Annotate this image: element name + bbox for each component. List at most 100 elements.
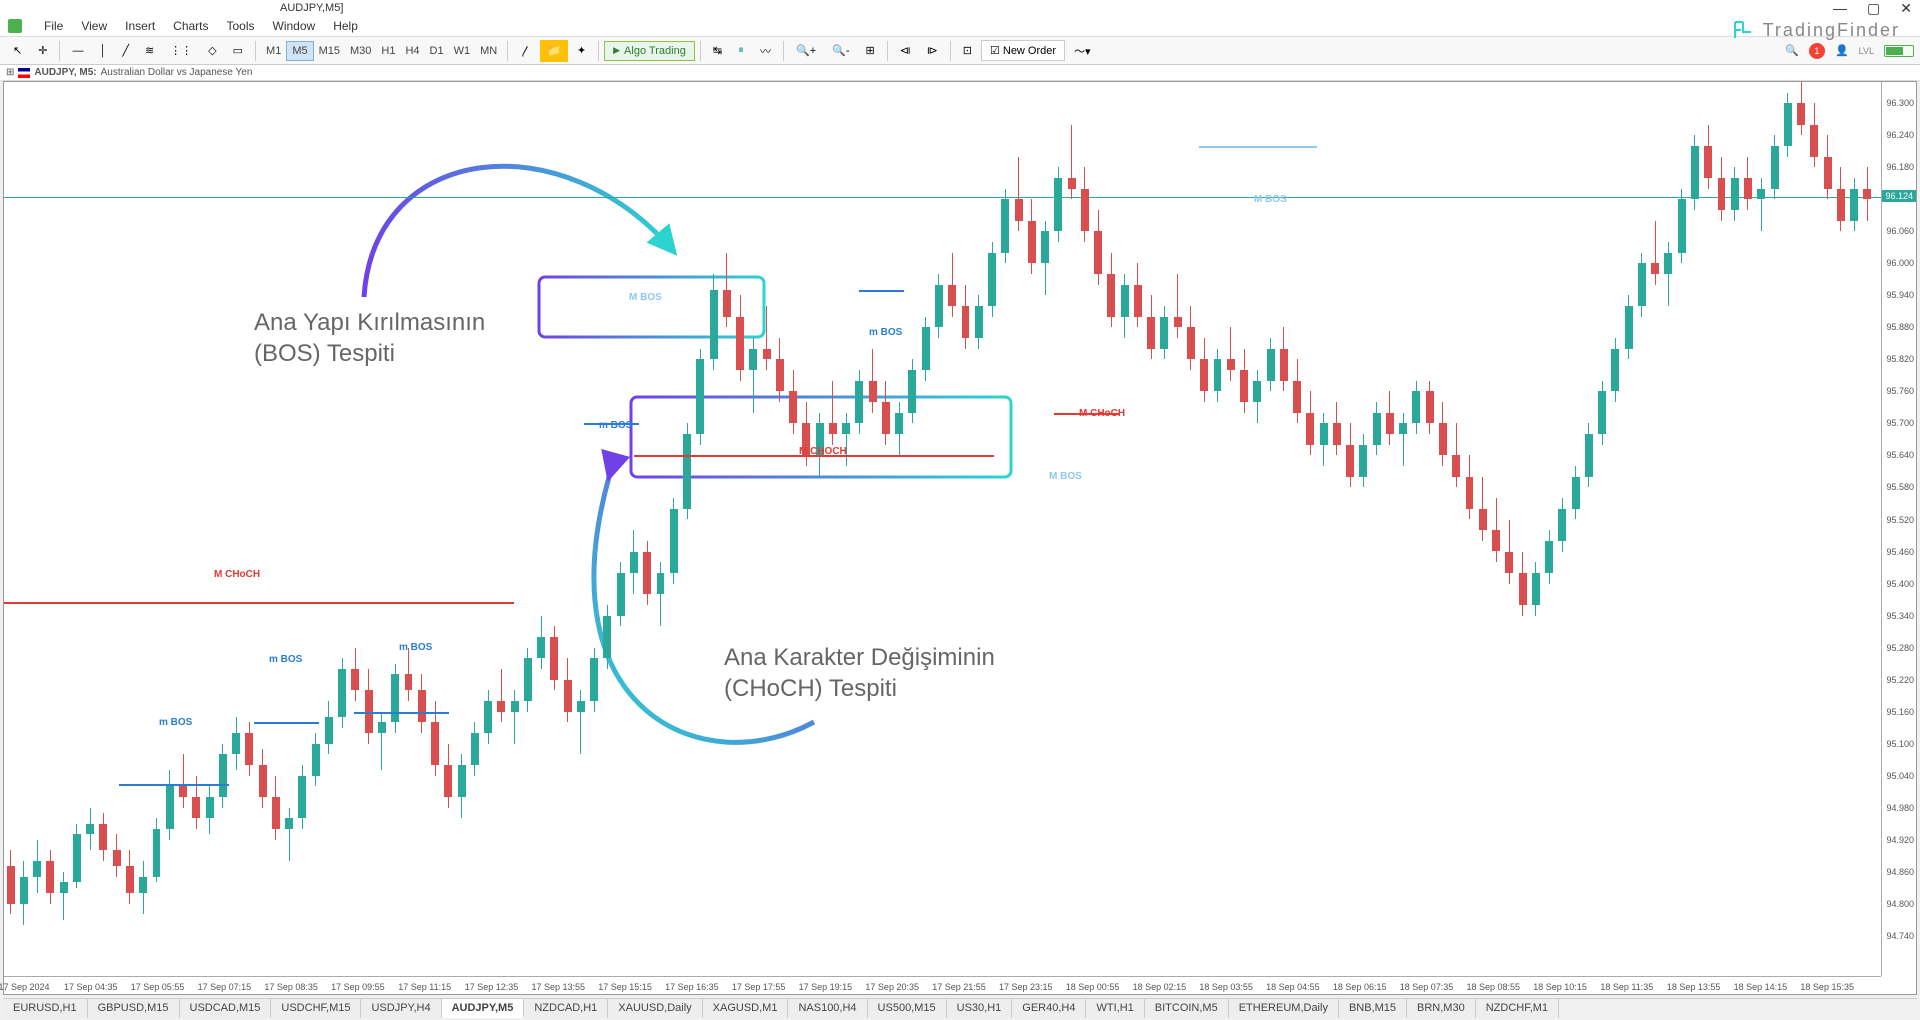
timeframe-M30[interactable]: M30 [345, 42, 376, 60]
shapes-tool-icon[interactable]: ◇ [201, 40, 223, 62]
menu-help[interactable]: Help [333, 19, 358, 33]
structure-label: m BOS [869, 327, 902, 338]
app-logo-icon [8, 19, 22, 33]
chart-type-icon[interactable]: 〳 [513, 40, 538, 62]
tab-NZDCAD-H1[interactable]: NZDCAD,H1 [524, 999, 608, 1018]
tab-EURUSD-H1[interactable]: EURUSD,H1 [3, 999, 88, 1018]
tile-icon[interactable]: ⊞ [859, 40, 882, 62]
new-order-button[interactable]: ☑ New Order [981, 40, 1065, 61]
timeframe-M15[interactable]: M15 [314, 42, 345, 60]
fib-tool-icon[interactable]: ⋮⋮ [163, 40, 199, 62]
algo-trading-button[interactable]: Algo Trading [604, 41, 695, 61]
channel-tool-icon[interactable]: ≋ [138, 40, 161, 62]
annotation-text: Ana Karakter Değişiminin(CHoCH) Tespiti [724, 642, 995, 704]
structure-label: M CHOCH [799, 446, 847, 457]
x-axis: 17 Sep 202417 Sep 04:3517 Sep 05:5517 Se… [4, 976, 1881, 994]
tab-BITCOIN-M5[interactable]: BITCOIN,M5 [1145, 999, 1229, 1018]
tab-XAUUSD-Daily[interactable]: XAUUSD,Daily [608, 999, 702, 1018]
menu-view[interactable]: View [81, 19, 107, 33]
tab-US30-H1[interactable]: US30,H1 [947, 999, 1013, 1018]
menu-bar: File View Insert Charts Tools Window Hel… [0, 15, 1920, 37]
menu-tools[interactable]: Tools [227, 19, 255, 33]
chart-grid-icon[interactable]: ⊞ [6, 67, 14, 78]
cursor-tool-icon[interactable]: ↖ [6, 40, 29, 62]
menu-file[interactable]: File [44, 19, 63, 33]
structure-label: m BOS [159, 717, 192, 728]
current-price-tag: 96.124 [1882, 190, 1916, 202]
tab-BRN-M30[interactable]: BRN,M30 [1407, 999, 1476, 1018]
structure-line [4, 602, 514, 604]
window-controls: — ▢ ✕ [1833, 0, 1912, 17]
zoom-in-icon[interactable]: 🔍+ [789, 40, 823, 62]
menu-charts[interactable]: Charts [173, 19, 208, 33]
maximize-button[interactable]: ▢ [1867, 0, 1880, 17]
timeframe-M1[interactable]: M1 [261, 42, 286, 60]
timeframe-MN[interactable]: MN [475, 42, 502, 60]
vline-tool-icon[interactable]: │ [92, 40, 113, 62]
current-price-line [4, 197, 1881, 198]
symbol-label: AUDJPY, M5: [34, 67, 96, 78]
user-icon[interactable]: 👤 [1835, 44, 1849, 57]
autoscroll-icon[interactable]: ⏸ [731, 40, 751, 62]
step-fwd-icon[interactable]: ⧐ [920, 40, 945, 62]
timeframe-W1[interactable]: W1 [449, 42, 476, 60]
grid-icon[interactable]: ⊡ [956, 40, 979, 62]
menu-window[interactable]: Window [273, 19, 316, 33]
structure-line [119, 784, 229, 786]
timeframe-H1[interactable]: H1 [376, 42, 400, 60]
y-axis: 94.74094.80094.86094.92094.98095.04095.1… [1881, 82, 1916, 976]
structure-label: M BOS [1049, 471, 1082, 482]
tab-WTI-H1[interactable]: WTI,H1 [1086, 999, 1144, 1018]
search-icon[interactable]: 🔍 [1785, 44, 1799, 57]
hline-tool-icon[interactable]: — [65, 40, 90, 62]
shift-icon[interactable]: ↹ [706, 40, 729, 62]
annotation-text: Ana Yapı Kırılmasının(BOS) Tespiti [254, 307, 485, 369]
crosshair-tool-icon[interactable]: ✛ [31, 40, 54, 62]
wave-icon[interactable]: 〰 [753, 40, 778, 62]
tab-NAS100-H4[interactable]: NAS100,H4 [788, 999, 867, 1018]
timeframe-M5[interactable]: M5 [286, 41, 313, 61]
timeframe-D1[interactable]: D1 [425, 42, 449, 60]
structure-label: m BOS [269, 654, 302, 665]
brand-text: TradingFinder [1763, 20, 1900, 41]
brand-icon [1731, 18, 1755, 42]
timeframe-H4[interactable]: H4 [400, 42, 424, 60]
folder-icon[interactable]: 📁 [540, 40, 568, 62]
indicator-icon[interactable]: ✦ [570, 40, 593, 62]
toolbar: ↖ ✛ — │ ╱ ≋ ⋮⋮ ◇ ▭ M1M5M15M30H1H4D1W1MN … [0, 37, 1920, 65]
close-button[interactable]: ✕ [1900, 0, 1912, 17]
trendline-tool-icon[interactable]: ╱ [115, 40, 136, 62]
tab-USDCHF-M15[interactable]: USDCHF,M15 [271, 999, 361, 1018]
symbol-desc: Australian Dollar vs Japanese Yen [101, 67, 253, 78]
tab-GBPUSD-M15[interactable]: GBPUSD,M15 [88, 999, 180, 1018]
notification-badge[interactable]: 1 [1809, 43, 1825, 59]
tab-USDJPY-H4[interactable]: USDJPY,H4 [361, 999, 441, 1018]
brand: TradingFinder [1731, 18, 1900, 42]
menu-insert[interactable]: Insert [125, 19, 155, 33]
rect-tool-icon[interactable]: ▭ [226, 40, 250, 62]
flag-icon [18, 68, 30, 78]
tab-NZDCHF-M1[interactable]: NZDCHF,M1 [1476, 999, 1559, 1018]
chart-overlay [4, 82, 1881, 976]
tab-USDCAD-M15[interactable]: USDCAD,M15 [180, 999, 272, 1018]
tab-ETHEREUM-Daily[interactable]: ETHEREUM,Daily [1229, 999, 1339, 1018]
battery-icon [1884, 45, 1914, 57]
structure-line [254, 722, 319, 724]
minimize-button[interactable]: — [1833, 0, 1847, 17]
zoom-out-icon[interactable]: 🔍- [825, 40, 856, 62]
tab-US500-M15[interactable]: US500,M15 [868, 999, 947, 1018]
tab-XAGUSD-M1[interactable]: XAGUSD,M1 [703, 999, 789, 1018]
step-back-icon[interactable]: ⧏ [893, 40, 918, 62]
chart-canvas[interactable]: m BOS m BOS m BOS M CHoCH M BOS m BOS M CHOCH m… [4, 82, 1881, 976]
bottom-tabs: EURUSD,H1GBPUSD,M15USDCAD,M15USDCHF,M15U… [3, 998, 1917, 1018]
structure-label: M BOS [629, 292, 662, 303]
dropdown-icon[interactable]: 〜▾ [1067, 40, 1098, 62]
structure-label: M CHoCH [214, 569, 260, 580]
structure-label: m BOS [599, 420, 632, 431]
tab-GER40-H4[interactable]: GER40,H4 [1012, 999, 1086, 1018]
structure-label: m BOS [399, 642, 432, 653]
tab-BNB-M15[interactable]: BNB,M15 [1339, 999, 1407, 1018]
tab-AUDJPY-M5[interactable]: AUDJPY,M5 [442, 999, 525, 1018]
chart-area: m BOS m BOS m BOS M CHoCH M BOS m BOS M CHOCH m… [3, 81, 1917, 995]
title-bar: AUDJPY,M5] — ▢ ✕ [0, 0, 1920, 15]
